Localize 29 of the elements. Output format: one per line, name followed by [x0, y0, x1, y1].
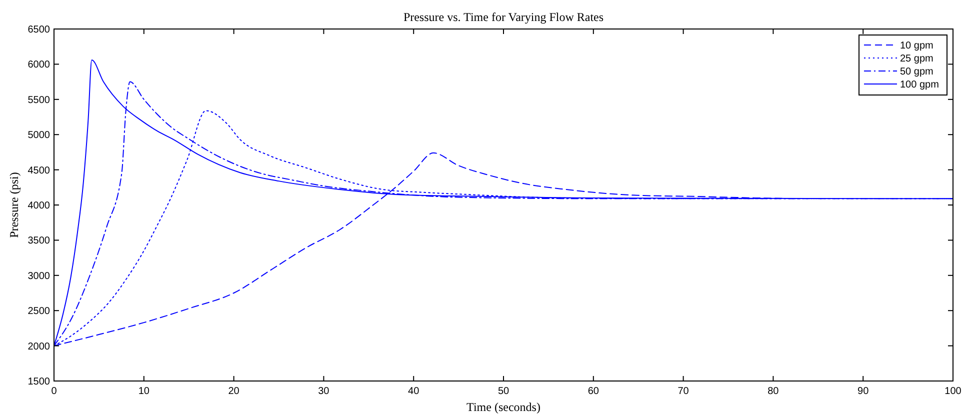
y-axis-title: Pressure (psi)	[7, 172, 21, 238]
y-tick-label: 1500	[28, 376, 50, 388]
y-tick-label: 2000	[28, 341, 50, 352]
y-tick-label: 4500	[28, 165, 50, 176]
y-tick-label: 3500	[28, 236, 50, 247]
x-tick-label: 0	[51, 386, 58, 397]
y-tick-label: 5000	[28, 130, 50, 142]
x-tick-label: 30	[318, 386, 330, 397]
legend-label: 25 gpm	[900, 54, 934, 64]
x-tick-label: 40	[408, 386, 420, 397]
legend-label: 50 gpm	[900, 66, 934, 78]
y-tick-label: 4000	[28, 200, 50, 212]
x-tick-label: 80	[768, 386, 780, 397]
y-tick-label: 3000	[28, 270, 50, 282]
legend-label: 10 gpm	[900, 40, 934, 52]
y-tick-label: 6000	[28, 60, 50, 71]
y-tick-label: 6500	[28, 24, 50, 36]
legend-label: 100 gpm	[900, 80, 939, 90]
x-tick-label: 60	[588, 386, 600, 397]
chart-title: Pressure vs. Time for Varying Flow Rates	[403, 10, 604, 24]
x-tick-label: 50	[498, 386, 510, 397]
y-tick-label: 2500	[28, 306, 50, 318]
y-tick-label: 5500	[28, 94, 50, 106]
x-tick-label: 20	[228, 386, 240, 397]
x-tick-label: 10	[138, 386, 150, 397]
x-tick-label: 90	[858, 386, 870, 397]
x-axis-title: Time (seconds)	[466, 400, 540, 414]
x-tick-label: 70	[678, 386, 690, 397]
x-tick-label: 100	[944, 386, 962, 397]
